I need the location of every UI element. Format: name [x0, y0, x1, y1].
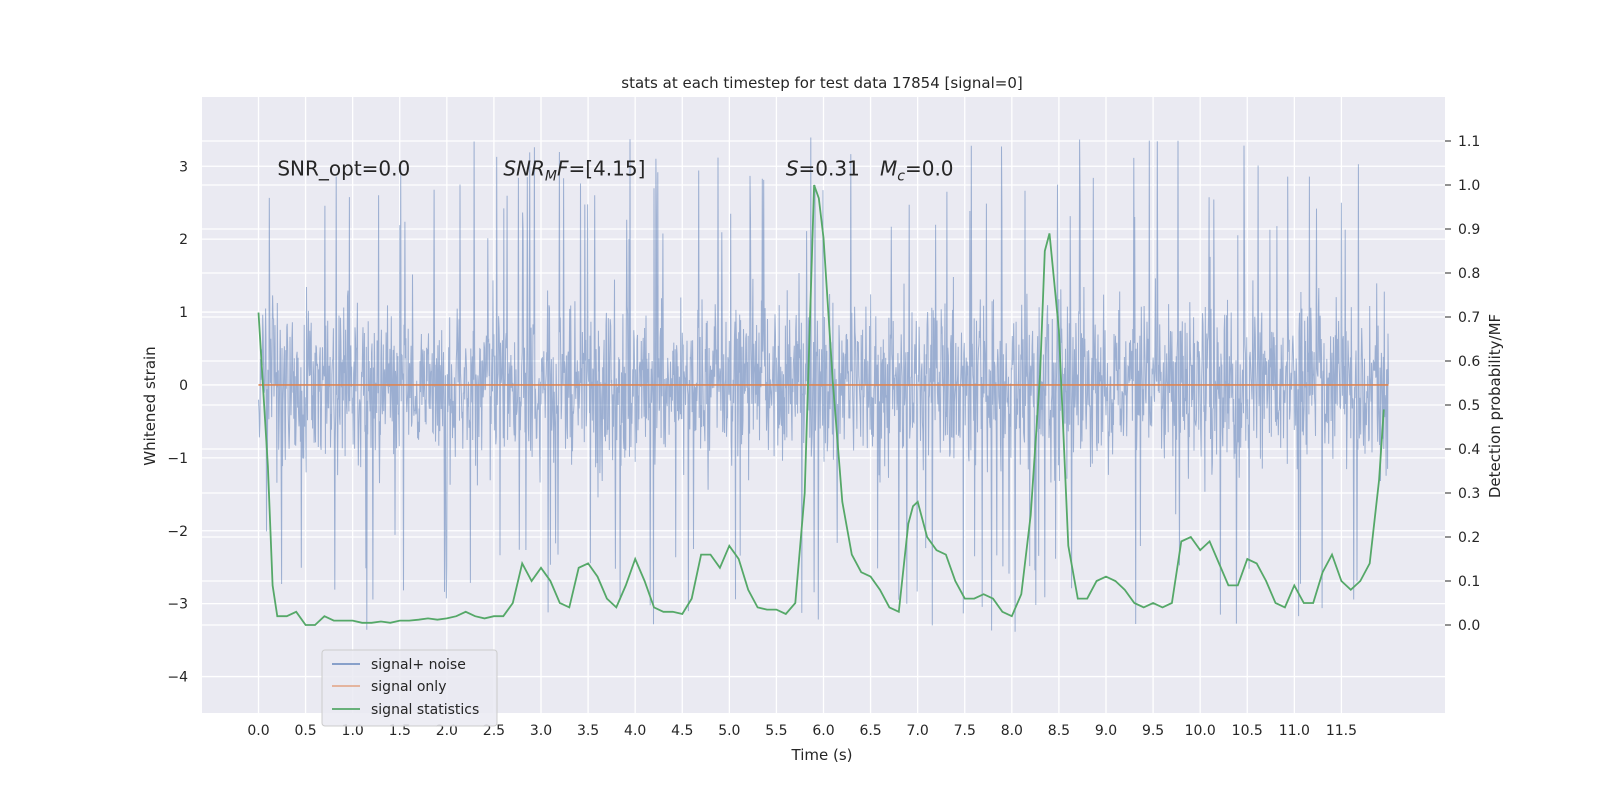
- y-right-tick-label: 0.9: [1458, 222, 1480, 238]
- annotation-mc: Mc=0.0: [880, 157, 954, 185]
- annotation-part: F: [557, 157, 569, 181]
- y-right-tick-labels: 1.1 1.0 0.9 0.8 0.7 0.6 0.5 0.4 0.3 0.2 0.1 0.0: [1445, 134, 1480, 634]
- x-tick-labels: 0.0 0.5 1.0 1.5 2.0 2.5 3.0 3.5 4.0 4.5 5.0 5.5 6.0 6…: [247, 723, 1357, 739]
- y-right-tick-label: 0.7: [1458, 310, 1480, 326]
- x-tick-label: 11.0: [1279, 723, 1310, 739]
- legend-label-stats: signal statistics: [371, 702, 479, 718]
- annotation-part: =0.31: [799, 157, 860, 181]
- annotation-part: =0.0: [905, 157, 954, 181]
- series-signal-plus-noise: [258, 137, 1389, 632]
- annotation-part: =[4.15]: [569, 157, 646, 181]
- legend: signal+ noise signal only signal statist…: [321, 649, 498, 727]
- annotation-part: M: [545, 169, 557, 185]
- series-signal-statistics: [257, 184, 1385, 626]
- legend-box: [321, 649, 498, 727]
- y-right-tick-label: 0.2: [1458, 530, 1480, 546]
- y-right-tick-label: 0.1: [1458, 574, 1480, 590]
- x-tick-label: 2.0: [436, 723, 458, 739]
- y-left-axis-label: Whitened strain: [141, 346, 159, 465]
- annotation-snr-opt: SNR_opt=0.0: [277, 157, 410, 181]
- x-tick-label: 6.0: [812, 723, 834, 739]
- x-tick-label: 5.5: [765, 723, 787, 739]
- y-left-tick-label: −3: [167, 597, 188, 613]
- x-tick-label: 4.5: [671, 723, 693, 739]
- annotation-snr-mf: SNRMF=[4.15]: [503, 157, 645, 185]
- x-tick-label: 4.0: [624, 723, 646, 739]
- x-tick-label: 3.0: [530, 723, 552, 739]
- x-tick-label: 5.0: [718, 723, 740, 739]
- y-left-tick-label: 0: [179, 378, 188, 394]
- y-left-tick-label: −2: [167, 524, 188, 540]
- legend-label-signal: signal only: [371, 679, 446, 695]
- annotation-s: S=0.31: [786, 157, 860, 181]
- y-right-tick-label: 0.5: [1458, 398, 1480, 414]
- annotation-part: c: [897, 169, 905, 185]
- y-right-axis-label: Detection probability/MF: [1486, 314, 1504, 498]
- x-tick-label: 7.5: [954, 723, 976, 739]
- y-left-tick-label: 3: [179, 159, 188, 175]
- x-tick-label: 2.5: [483, 723, 505, 739]
- x-axis-label: Time (s): [791, 746, 853, 764]
- x-tick-label: 11.5: [1326, 723, 1357, 739]
- y-left-tick-label: −1: [167, 451, 188, 467]
- annotation-part: M: [880, 157, 897, 181]
- x-tick-label: 3.5: [577, 723, 599, 739]
- legend-label-noise: signal+ noise: [371, 657, 466, 673]
- x-tick-label: 0.0: [247, 723, 269, 739]
- x-tick-label: 10.5: [1232, 723, 1263, 739]
- chart-title: stats at each timestep for test data 178…: [621, 74, 1022, 92]
- x-tick-label: 6.5: [859, 723, 881, 739]
- y-right-tick-label: 0.0: [1458, 618, 1480, 634]
- noise-series-layer: [258, 137, 1389, 632]
- y-right-tick-label: 0.6: [1458, 354, 1480, 370]
- y-left-tick-label: −4: [167, 670, 188, 686]
- annotation-part: S: [786, 157, 799, 181]
- x-tick-label: 8.0: [1001, 723, 1023, 739]
- y-right-tick-label: 0.8: [1458, 266, 1480, 282]
- y-right-tick-label: 1.1: [1458, 134, 1480, 150]
- line-series-layer: [257, 184, 1389, 626]
- y-left-tick-labels: 3 2 1 0 −1 −2 −3 −4: [167, 159, 188, 685]
- annotation-part: SNR: [503, 157, 545, 181]
- y-left-tick-label: 1: [179, 305, 188, 321]
- x-tick-label: 1.5: [389, 723, 411, 739]
- y-left-tick-label: 2: [179, 232, 188, 248]
- x-tick-label: 7.0: [907, 723, 929, 739]
- y-right-tick-label: 0.3: [1458, 486, 1480, 502]
- x-tick-label: 0.5: [294, 723, 316, 739]
- x-tick-label: 8.5: [1048, 723, 1070, 739]
- y-right-tick-label: 1.0: [1458, 178, 1480, 194]
- y-right-tick-label: 0.4: [1458, 442, 1480, 458]
- x-tick-label: 1.0: [342, 723, 364, 739]
- x-tick-label: 9.0: [1095, 723, 1117, 739]
- x-tick-label: 10.0: [1185, 723, 1216, 739]
- x-tick-label: 9.5: [1142, 723, 1164, 739]
